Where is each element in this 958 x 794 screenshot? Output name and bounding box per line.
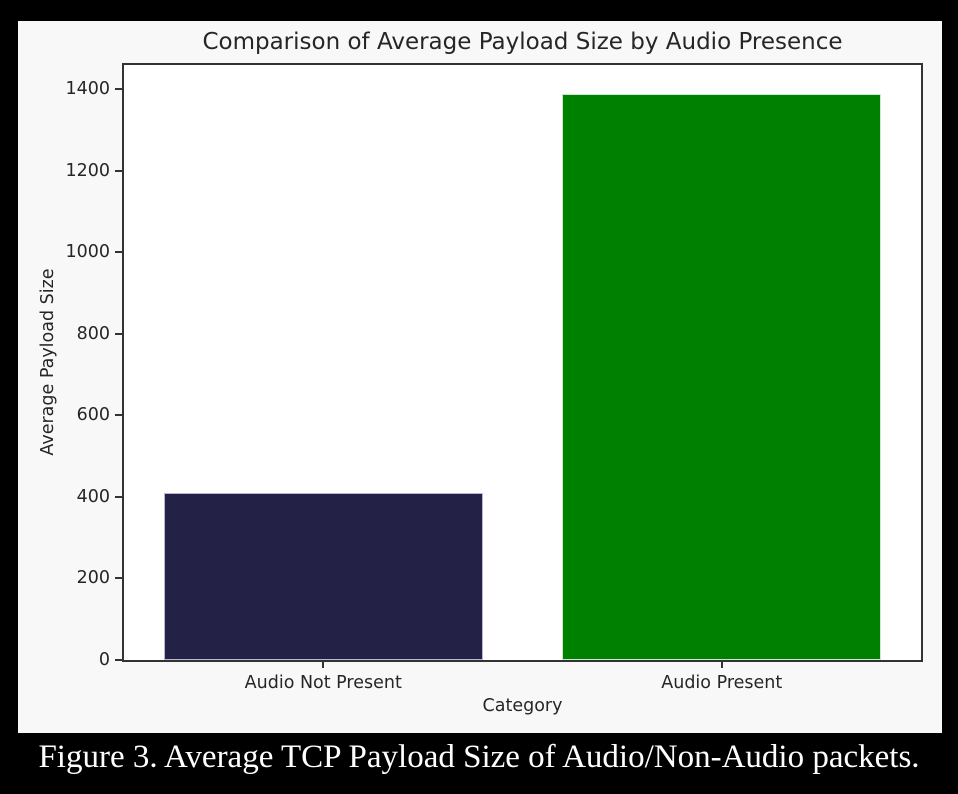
x-tick-label: Audio Present (661, 673, 783, 693)
x-tick-label: Audio Not Present (244, 673, 402, 693)
y-tick-mark (115, 414, 122, 417)
y-axis-label: Average Payload Size (38, 268, 58, 456)
y-tick-label: 1000 (65, 242, 110, 263)
bar-audio-present (562, 94, 882, 660)
y-tick-label: 1400 (65, 79, 110, 100)
chart-title: Comparison of Average Payload Size by Au… (202, 29, 843, 55)
y-tick-mark (115, 88, 122, 91)
x-tick-mark (322, 662, 325, 668)
y-tick-mark (115, 169, 122, 172)
bar-audio-not-present (163, 492, 483, 660)
y-tick-label: 400 (76, 486, 110, 507)
y-tick-label: 800 (76, 323, 110, 344)
x-tick-mark (720, 662, 723, 668)
y-tick-label: 0 (98, 650, 110, 670)
y-tick-label: 200 (76, 568, 110, 589)
y-tick-mark (115, 251, 122, 254)
y-tick-mark (115, 332, 122, 335)
figure-caption: Figure 3. Average TCP Payload Size of Au… (38, 739, 920, 775)
y-tick-mark (115, 577, 122, 580)
chart-figure: Comparison of Average Payload Size by Au… (18, 21, 942, 733)
y-tick-mark (115, 495, 122, 498)
plot-area (122, 63, 923, 662)
y-tick-mark (115, 659, 122, 661)
x-axis-label: Category (482, 696, 563, 716)
y-tick-label: 1200 (65, 160, 110, 181)
y-tick-label: 600 (76, 405, 110, 426)
